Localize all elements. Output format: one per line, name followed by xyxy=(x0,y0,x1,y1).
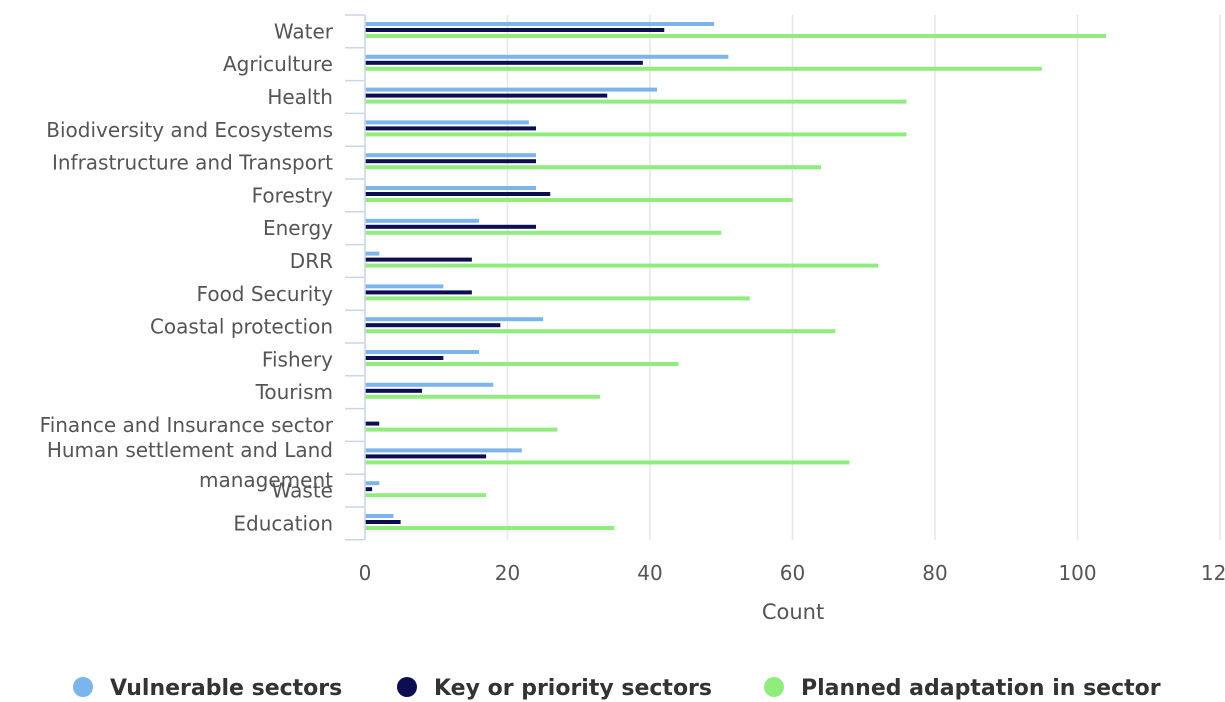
bar[interactable] xyxy=(365,421,380,426)
legend-marker xyxy=(73,677,93,697)
bar[interactable] xyxy=(365,263,878,268)
bar[interactable] xyxy=(365,186,536,190)
category-label: Energy xyxy=(263,216,333,240)
category-label: Health xyxy=(267,85,333,109)
bar[interactable] xyxy=(365,481,380,486)
legend-item-label[interactable]: Vulnerable sectors xyxy=(110,676,342,701)
category-label: Agriculture xyxy=(223,52,333,76)
category-label: Water xyxy=(274,19,334,43)
bar[interactable] xyxy=(365,487,373,492)
category-label: Human settlement and Land management xyxy=(47,438,333,492)
bars xyxy=(365,22,1106,530)
bar[interactable] xyxy=(365,350,479,354)
bar[interactable] xyxy=(365,284,444,289)
bar[interactable] xyxy=(365,99,907,104)
x-axis-ticks: 0 20 40 60 80 100 120 xyxy=(359,561,1225,585)
bar[interactable] xyxy=(365,93,608,98)
x-tick-label: 40 xyxy=(637,561,662,585)
legend-marker xyxy=(764,677,784,697)
category-label: DRR xyxy=(290,249,333,273)
bar[interactable] xyxy=(365,34,1106,38)
bar[interactable] xyxy=(365,159,536,164)
bar[interactable] xyxy=(365,394,601,399)
bar[interactable] xyxy=(365,448,522,453)
category-label: Fishery xyxy=(262,347,333,371)
bar[interactable] xyxy=(365,198,793,202)
legend-item-label[interactable]: Key or priority sectors xyxy=(434,676,712,701)
x-tick-label: 80 xyxy=(922,561,947,585)
bar[interactable] xyxy=(365,520,401,524)
bar[interactable] xyxy=(365,427,558,432)
bar[interactable] xyxy=(365,165,821,170)
bar[interactable] xyxy=(365,251,380,256)
category-label: Tourism xyxy=(255,380,333,404)
bar[interactable] xyxy=(365,382,494,387)
bar[interactable] xyxy=(365,329,836,334)
legend: Vulnerable sectors Key or priority sector… xyxy=(73,676,1161,701)
bar[interactable] xyxy=(365,54,729,59)
bar[interactable] xyxy=(365,192,551,196)
x-tick-label: 0 xyxy=(359,561,372,585)
bar[interactable] xyxy=(365,454,487,459)
bar[interactable] xyxy=(365,60,643,65)
bar[interactable] xyxy=(365,493,487,498)
category-label: Finance and Insurance sector xyxy=(40,413,334,437)
category-label: Forestry xyxy=(252,183,334,207)
bar[interactable] xyxy=(365,224,536,229)
category-label: Waste xyxy=(272,479,333,503)
bar[interactable] xyxy=(365,526,615,530)
bar[interactable] xyxy=(365,28,665,32)
bar[interactable] xyxy=(365,22,715,26)
bar[interactable] xyxy=(365,132,907,137)
category-label: Infrastructure and Transport xyxy=(52,151,333,175)
bar[interactable] xyxy=(365,257,472,262)
bar[interactable] xyxy=(365,362,679,366)
category-label: Biodiversity and Ecosystems xyxy=(46,118,333,142)
bar[interactable] xyxy=(365,356,444,360)
bar[interactable] xyxy=(365,218,479,223)
legend-marker xyxy=(397,677,417,697)
category-label: Coastal protection xyxy=(150,315,333,339)
bar[interactable] xyxy=(365,296,750,301)
y-axis: Water Agriculture Health Biodiversity and E… xyxy=(40,14,366,541)
category-label: Education xyxy=(233,511,333,535)
bar[interactable] xyxy=(365,126,536,131)
bar[interactable] xyxy=(365,120,529,125)
x-tick-label: 100 xyxy=(1058,561,1096,585)
bar[interactable] xyxy=(365,514,394,518)
bar[interactable] xyxy=(365,290,472,295)
bar[interactable] xyxy=(365,460,850,465)
bar[interactable] xyxy=(365,388,422,393)
bar[interactable] xyxy=(365,317,544,322)
x-axis-title: Count xyxy=(762,600,824,624)
bar[interactable] xyxy=(365,230,722,235)
x-tick-label: 120 xyxy=(1201,561,1225,585)
bar[interactable] xyxy=(365,153,536,158)
bar[interactable] xyxy=(365,87,658,92)
x-tick-label: 20 xyxy=(495,561,520,585)
legend-item-label[interactable]: Planned adaptation in sector xyxy=(801,676,1161,701)
x-tick-label: 60 xyxy=(780,561,805,585)
bar[interactable] xyxy=(365,323,501,328)
category-label: Food Security xyxy=(197,282,334,306)
bar[interactable] xyxy=(365,66,1042,71)
